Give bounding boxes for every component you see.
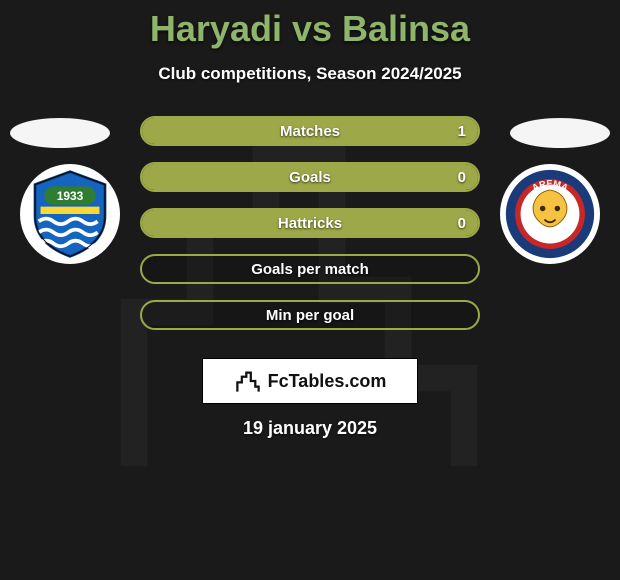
stat-bar: Hattricks0 bbox=[140, 208, 480, 238]
stat-label: Goals per match bbox=[142, 256, 478, 282]
player-silhouette-left bbox=[10, 118, 110, 148]
player-silhouette-right bbox=[510, 118, 610, 148]
brand-box[interactable]: FcTables.com bbox=[202, 358, 418, 404]
stat-label: Goals bbox=[142, 164, 478, 190]
club-badge-right: AREMA bbox=[500, 164, 600, 264]
page-title: Haryadi vs Balinsa bbox=[0, 8, 620, 50]
stat-value-right: 0 bbox=[458, 164, 466, 190]
stat-value-right: 1 bbox=[458, 118, 466, 144]
stat-bar: Goals per match bbox=[140, 254, 480, 284]
subtitle: Club competitions, Season 2024/2025 bbox=[0, 64, 620, 84]
comparison-arena: 1933 AREMA bbox=[0, 110, 620, 350]
svg-text:1933: 1933 bbox=[57, 189, 84, 203]
stat-label: Matches bbox=[142, 118, 478, 144]
stat-label: Hattricks bbox=[142, 210, 478, 236]
arema-crest-icon: AREMA bbox=[504, 168, 596, 260]
date-label: 19 january 2025 bbox=[0, 418, 620, 439]
stat-bar: Goals0 bbox=[140, 162, 480, 192]
brand-text: FcTables.com bbox=[268, 371, 387, 392]
stat-bars: Matches1Goals0Hattricks0Goals per matchM… bbox=[140, 116, 480, 346]
bar-chart-icon bbox=[234, 367, 262, 395]
persib-crest-icon: 1933 bbox=[24, 168, 116, 260]
stat-value-right: 0 bbox=[458, 210, 466, 236]
stat-bar: Min per goal bbox=[140, 300, 480, 330]
club-badge-left: 1933 bbox=[20, 164, 120, 264]
stat-bar: Matches1 bbox=[140, 116, 480, 146]
stat-label: Min per goal bbox=[142, 302, 478, 328]
